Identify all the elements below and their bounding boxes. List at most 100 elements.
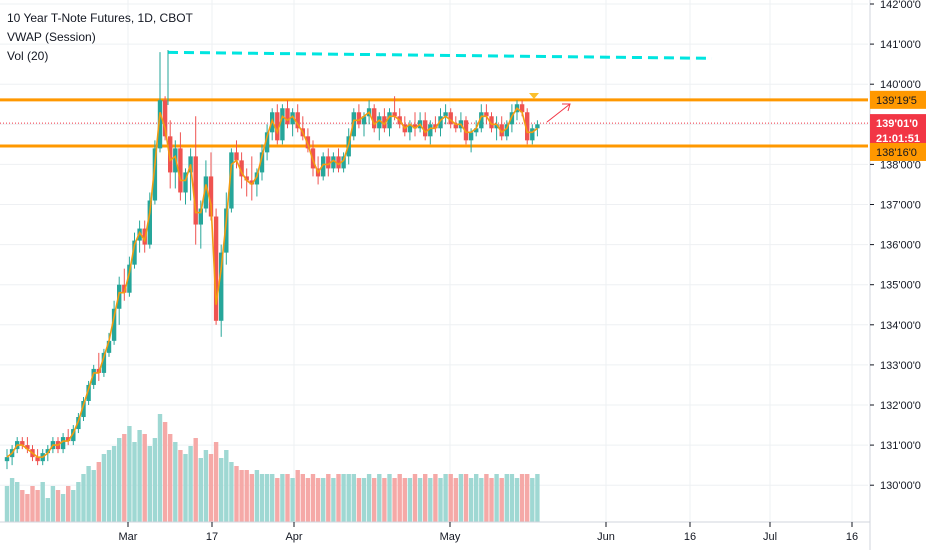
volume-bar xyxy=(295,470,300,522)
time-axis[interactable]: Mar 17 Apr May Jun 16 Jul 16 xyxy=(0,521,870,543)
candle-body xyxy=(35,457,40,462)
price-tick-label: 137'00'0 xyxy=(880,200,921,212)
volume-bar xyxy=(305,478,311,522)
candle-body xyxy=(392,112,397,117)
candle-body xyxy=(468,132,474,141)
volume-bar xyxy=(96,462,101,522)
candle-body xyxy=(479,112,484,129)
annotations xyxy=(167,50,713,123)
volume-bar xyxy=(203,450,209,522)
volume-bar xyxy=(351,474,356,522)
volume-bar xyxy=(433,474,438,522)
price-badge-label: 138'16'0 xyxy=(876,147,917,159)
volume-bar xyxy=(509,474,515,522)
forecast-arrow-line xyxy=(546,103,571,123)
candle-body xyxy=(321,156,326,177)
volume-bar xyxy=(458,474,464,522)
candle-body xyxy=(438,116,443,129)
candle-body xyxy=(484,112,489,117)
candle-body xyxy=(382,116,387,129)
volume-bar xyxy=(412,474,418,522)
price-tick-label: 142'00'0 xyxy=(880,0,921,11)
price-badge xyxy=(870,90,926,109)
volume-bar xyxy=(219,458,224,522)
volume-bar xyxy=(208,454,214,522)
volume-bar xyxy=(234,466,239,522)
volume-bar xyxy=(264,474,270,522)
time-tick-label: Jun xyxy=(597,531,615,543)
volume-bar xyxy=(270,474,275,522)
price-tick-label: 135'00'0 xyxy=(880,280,921,292)
vwap-polyline xyxy=(6,107,538,458)
volume-bar xyxy=(453,478,458,522)
volume-bar xyxy=(173,442,178,522)
candle-body xyxy=(71,429,76,442)
candle-body xyxy=(326,156,331,169)
candle-body xyxy=(213,216,219,321)
time-tick-label: Jul xyxy=(763,531,777,543)
volume-bar xyxy=(254,470,260,522)
price-tick-label: 136'00'0 xyxy=(880,240,921,252)
candle-body xyxy=(152,148,158,201)
candle-body xyxy=(535,124,540,129)
volume-bar xyxy=(127,426,132,522)
horizontal-levels[interactable] xyxy=(0,98,868,148)
price-axis[interactable]: 142'00'0141'00'0140'00'0139'00'0138'00'0… xyxy=(869,0,926,550)
time-tick-label: May xyxy=(440,531,461,543)
volume-bar xyxy=(366,474,372,522)
price-tick-label: 132'00'0 xyxy=(880,400,921,412)
volume-bar xyxy=(259,474,265,522)
volume-bar xyxy=(468,478,474,522)
volume-bar xyxy=(519,474,525,522)
price-badge-label: 21:01:51 xyxy=(876,133,920,145)
price-tick-label: 130'00'0 xyxy=(880,480,921,492)
volume-bar xyxy=(183,454,188,522)
volume-bars xyxy=(4,414,540,522)
volume-bar xyxy=(244,470,249,522)
price-badge xyxy=(870,128,926,147)
volume-bar xyxy=(448,474,453,522)
time-tick-label: 17 xyxy=(206,531,218,543)
candle-body xyxy=(351,112,356,137)
candle-body xyxy=(290,112,295,125)
volume-bar xyxy=(423,474,428,522)
time-tick-label: Apr xyxy=(285,531,302,543)
volume-bar xyxy=(132,442,137,522)
candle-body xyxy=(203,176,209,209)
candle-body xyxy=(239,160,244,177)
candle-body xyxy=(91,368,96,385)
candle-body xyxy=(234,152,239,161)
candle-body xyxy=(25,445,30,450)
candle-body xyxy=(489,116,494,129)
volume-bar xyxy=(331,478,336,522)
volume-bar xyxy=(76,482,81,522)
volume-bar xyxy=(111,446,117,522)
candle-body xyxy=(20,441,25,446)
volume-bar xyxy=(310,474,316,522)
candle-body xyxy=(122,284,127,293)
volume-bar xyxy=(162,422,168,522)
volume-bar xyxy=(35,490,40,522)
candle-body xyxy=(106,340,112,353)
candle-body xyxy=(494,124,499,129)
volume-bar xyxy=(45,498,50,522)
candle-body xyxy=(162,100,168,137)
vwap-legend[interactable]: VWAP (Session) xyxy=(7,30,96,44)
grid-lines xyxy=(0,0,868,522)
candle-body xyxy=(60,437,66,450)
volume-bar xyxy=(71,490,76,522)
time-tick-label: 16 xyxy=(684,531,696,543)
candle-body xyxy=(198,208,203,225)
candle-body xyxy=(463,120,469,141)
symbol-title[interactable]: 10 Year T-Note Futures, 1D, CBOT xyxy=(7,11,193,25)
candle-body xyxy=(224,208,229,253)
candle-body xyxy=(474,128,479,133)
volume-legend[interactable]: Vol (20) xyxy=(7,49,49,63)
volume-bar xyxy=(198,458,203,522)
volume-bar xyxy=(463,474,469,522)
price-tick-label: 140'00'0 xyxy=(880,79,921,91)
volume-bar xyxy=(402,478,407,522)
candle-body xyxy=(259,152,265,173)
